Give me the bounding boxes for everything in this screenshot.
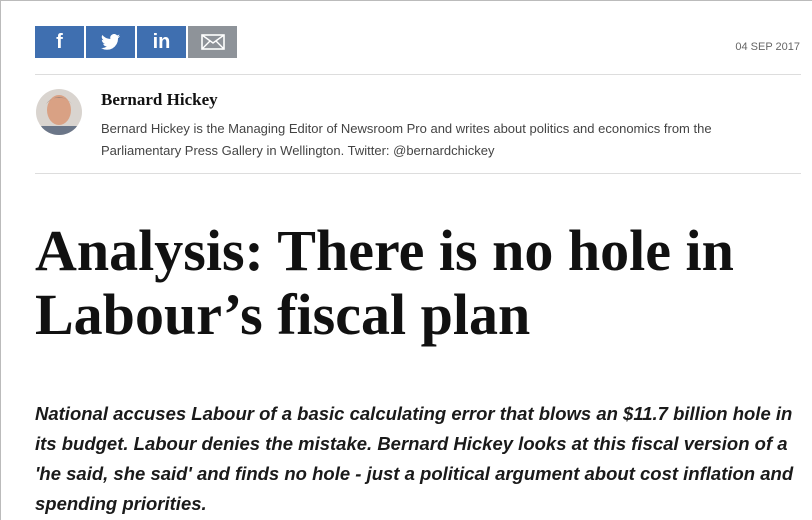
- author-avatar: [36, 88, 82, 136]
- facebook-button[interactable]: f: [35, 26, 84, 58]
- email-button[interactable]: [188, 26, 237, 58]
- headline: Analysis: There is no hole in Labour’s f…: [35, 219, 795, 347]
- twitter-button[interactable]: [86, 26, 135, 58]
- author-bio: Bernard Hickey is the Managing Editor of…: [101, 118, 791, 162]
- linkedin-button[interactable]: in: [137, 26, 186, 58]
- author-name[interactable]: Bernard Hickey: [101, 90, 218, 110]
- publish-date: 04 SEP 2017: [735, 41, 800, 53]
- divider: [35, 74, 801, 75]
- article: f in 04 SEP 2017 Bernard Hickey Bernard …: [0, 0, 812, 520]
- lead-paragraph: National accuses Labour of a basic calcu…: [35, 399, 795, 519]
- divider: [35, 173, 801, 174]
- email-icon: [201, 34, 225, 50]
- twitter-icon: [101, 34, 121, 50]
- share-bar: f in: [35, 26, 237, 58]
